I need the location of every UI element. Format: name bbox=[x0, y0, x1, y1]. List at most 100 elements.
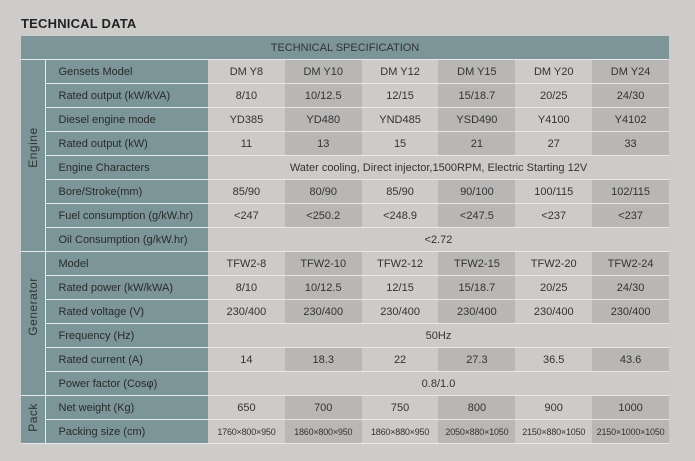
table-row: Packing size (cm) 1760×800×950 1860×800×95… bbox=[21, 419, 669, 444]
cell-value: TFW2-12 bbox=[361, 251, 439, 276]
spanned-value: <2.72 bbox=[208, 227, 669, 252]
section-label: Generator bbox=[25, 276, 40, 336]
row-label: Power factor (Cosφ) bbox=[45, 371, 208, 396]
table-row: Oil Consumption (g/kW.hr) <2.72 bbox=[21, 227, 669, 252]
cell-value: Y4100 bbox=[515, 107, 593, 132]
cell-value: 700 bbox=[284, 395, 362, 420]
cell-value: YND485 bbox=[361, 107, 439, 132]
cell-value: 27.3 bbox=[438, 347, 516, 372]
table-row: Bore/Stroke(mm) 85/90 80/90 85/90 90/100 100/… bbox=[21, 179, 669, 204]
cell-value: 230/400 bbox=[515, 299, 593, 324]
cell-value: 100/115 bbox=[515, 179, 593, 204]
cell-value: 230/400 bbox=[208, 299, 285, 324]
cell-value: 2150×1000×1050 bbox=[592, 419, 669, 444]
cell-value: 8/10 bbox=[208, 275, 285, 300]
cell-value: 27 bbox=[515, 131, 593, 156]
row-label: Gensets Model bbox=[45, 59, 208, 84]
cell-value: 800 bbox=[438, 395, 516, 420]
page-title: TECHNICAL DATA bbox=[21, 16, 137, 31]
spanned-value: 50Hz bbox=[208, 323, 669, 348]
cell-value: 18.3 bbox=[284, 347, 362, 372]
spanned-value: 0.8/1.0 bbox=[208, 371, 669, 396]
section-label: Engine bbox=[25, 126, 40, 168]
cell-value: 1860×880×950 bbox=[361, 419, 439, 444]
cell-value: 20/25 bbox=[515, 83, 593, 108]
cell-value: TFW2-15 bbox=[438, 251, 516, 276]
table-row: Power factor (Cosφ) 0.8/1.0 bbox=[21, 371, 669, 396]
cell-value: 80/90 bbox=[284, 179, 362, 204]
cell-value: <237 bbox=[515, 203, 593, 228]
row-label: Rated power (kW/kWA) bbox=[45, 275, 208, 300]
cell-value: TFW2-8 bbox=[208, 251, 285, 276]
cell-value: 10/12.5 bbox=[284, 275, 362, 300]
row-label: Engine Characters bbox=[45, 155, 208, 180]
cell-value: DM Y15 bbox=[438, 59, 516, 84]
cell-value: 2150×880×1050 bbox=[515, 419, 593, 444]
cell-value: 1000 bbox=[592, 395, 669, 420]
table-row: Frequency (Hz) 50Hz bbox=[21, 323, 669, 348]
table-row: Pack Net weight (Kg) 650 700 750 800 900 1000 bbox=[21, 395, 669, 444]
cell-value: YD385 bbox=[208, 107, 285, 132]
cell-value: 15/18.7 bbox=[438, 275, 516, 300]
cell-value: 8/10 bbox=[208, 83, 285, 108]
table-row: Generator Model TFW2-8 TFW2-10 TFW2-12 TFW2-1… bbox=[21, 251, 669, 396]
table-row: Fuel consumption (g/kW.hr) <247 <250.2 <248… bbox=[21, 203, 669, 228]
cell-value: DM Y10 bbox=[284, 59, 362, 84]
cell-value: Y4102 bbox=[592, 107, 669, 132]
row-label: Oil Consumption (g/kW.hr) bbox=[45, 227, 208, 252]
section-generator: Generator bbox=[21, 251, 46, 396]
row-label: Diesel engine mode bbox=[45, 107, 208, 132]
row-label: Fuel consumption (g/kW.hr) bbox=[45, 203, 208, 228]
row-label: Rated output (kW) bbox=[45, 131, 208, 156]
cell-value: 2050×880×1050 bbox=[438, 419, 516, 444]
cell-value: <247.5 bbox=[438, 203, 516, 228]
cell-value: 750 bbox=[361, 395, 439, 420]
cell-value: 33 bbox=[592, 131, 669, 156]
row-label: Rated voltage (V) bbox=[45, 299, 208, 324]
table-row: Engine Characters Water cooling, Direct i… bbox=[21, 155, 669, 180]
cell-value: <247 bbox=[208, 203, 285, 228]
row-label: Rated output (kW/kVA) bbox=[45, 83, 208, 108]
cell-value: 230/400 bbox=[361, 299, 439, 324]
cell-value: YD480 bbox=[284, 107, 362, 132]
cell-value: TFW2-10 bbox=[284, 251, 362, 276]
table-row: Diesel engine mode YD385 YD480 YND485 YSD490… bbox=[21, 107, 669, 132]
table-row: Rated voltage (V) 230/400 230/400 230/400 23… bbox=[21, 299, 669, 324]
section-label: Pack bbox=[25, 402, 40, 432]
row-label: Packing size (cm) bbox=[45, 419, 208, 444]
cell-value: 43.6 bbox=[592, 347, 669, 372]
section-pack: Pack bbox=[21, 395, 46, 444]
row-label: Rated current (A) bbox=[45, 347, 208, 372]
table-row: Rated current (A) 14 18.3 22 27.3 36.5 43.6 bbox=[21, 347, 669, 372]
table-row: Rated power (kW/kWA) 8/10 10/12.5 12/15 15/1… bbox=[21, 275, 669, 300]
cell-value: 15 bbox=[361, 131, 439, 156]
cell-value: 230/400 bbox=[592, 299, 669, 324]
cell-value: 22 bbox=[361, 347, 439, 372]
table-row: Engine Gensets Model DM Y8 DM Y10 DM Y12 DM Y… bbox=[21, 59, 669, 252]
technical-data-table: TECHNICAL SPECIFICATION Engine Gensets Mo… bbox=[21, 36, 669, 444]
cell-value: DM Y24 bbox=[592, 59, 669, 84]
cell-value: 85/90 bbox=[361, 179, 439, 204]
table-row: Rated output (kW/kVA) 8/10 10/12.5 12/15 15/… bbox=[21, 83, 669, 108]
cell-value: 650 bbox=[208, 395, 285, 420]
cell-value: 10/12.5 bbox=[284, 83, 362, 108]
cell-value: <248.9 bbox=[361, 203, 439, 228]
cell-value: 900 bbox=[515, 395, 593, 420]
row-label: Model bbox=[45, 251, 208, 276]
cell-value: 15/18.7 bbox=[438, 83, 516, 108]
table-header: TECHNICAL SPECIFICATION bbox=[21, 36, 669, 60]
cell-value: 102/115 bbox=[592, 179, 669, 204]
cell-value: 1860×800×950 bbox=[284, 419, 362, 444]
cell-value: 21 bbox=[438, 131, 516, 156]
section-engine: Engine bbox=[21, 59, 46, 252]
cell-value: 36.5 bbox=[515, 347, 593, 372]
cell-value: 14 bbox=[208, 347, 285, 372]
cell-value: 13 bbox=[284, 131, 362, 156]
cell-value: <250.2 bbox=[284, 203, 362, 228]
cell-value: 1760×800×950 bbox=[208, 419, 285, 444]
cell-value: 20/25 bbox=[515, 275, 593, 300]
table-row: Rated output (kW) 11 13 15 21 27 33 bbox=[21, 131, 669, 156]
cell-value: 11 bbox=[208, 131, 285, 156]
cell-value: 85/90 bbox=[208, 179, 285, 204]
cell-value: 24/30 bbox=[592, 83, 669, 108]
